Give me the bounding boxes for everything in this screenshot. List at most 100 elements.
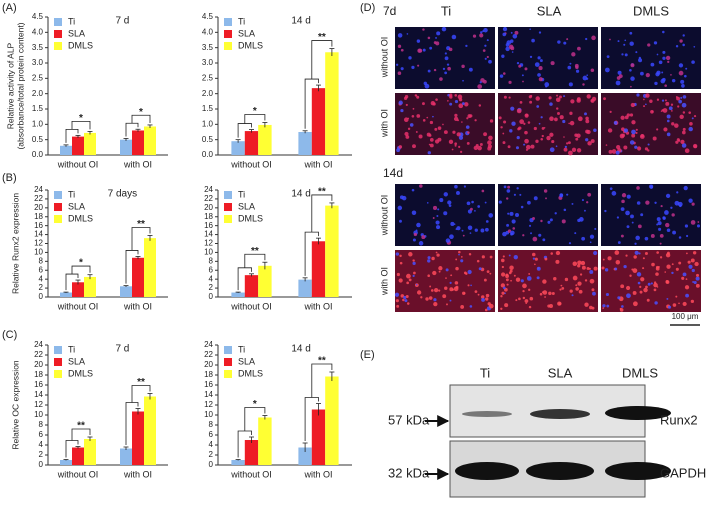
cell-dot: [644, 147, 649, 151]
cell-dot: [537, 56, 541, 60]
cell-dot: [617, 296, 621, 300]
cell-dot: [626, 293, 631, 299]
y-tick-label: 10: [204, 410, 213, 419]
cell-dot: [686, 234, 689, 238]
cell-dot: [620, 284, 625, 289]
cell-dot: [642, 257, 645, 260]
cell-dot: [460, 259, 464, 263]
cell-dot: [540, 138, 544, 141]
cell-dot: [682, 43, 685, 47]
row-label: with OI: [379, 267, 389, 296]
cell-dot: [426, 202, 429, 204]
cell-dot: [556, 94, 559, 97]
cell-dot: [569, 289, 573, 293]
cell-dot: [695, 283, 700, 288]
cell-dot: [623, 264, 627, 269]
cell-dot: [474, 290, 478, 293]
y-tick-label: 6: [209, 265, 214, 274]
legend-label: DMLS: [238, 40, 263, 50]
bar: [298, 132, 312, 155]
cell-dot: [508, 80, 512, 84]
cell-dot: [504, 303, 509, 308]
cell-dot: [571, 52, 576, 57]
cell-dot: [649, 99, 653, 103]
cell-dot: [692, 143, 698, 149]
y-tick-label: 8: [209, 256, 214, 265]
cell-dot: [692, 280, 695, 283]
cell-dot: [615, 80, 621, 86]
cell-dot: [538, 66, 543, 71]
legend-label: SLA: [238, 28, 255, 38]
cell-dot: [425, 297, 429, 301]
cell-dot: [590, 98, 595, 103]
y-tick-label: 22: [204, 350, 213, 359]
cell-dot: [412, 107, 415, 110]
cell-dot: [448, 47, 453, 52]
cell-dot: [438, 266, 443, 271]
cell-dot: [621, 199, 625, 204]
cell-dot: [554, 212, 557, 215]
cell-dot: [535, 139, 539, 143]
cell-dot: [412, 238, 416, 242]
cell-dot: [520, 279, 524, 283]
cell-dot: [637, 146, 642, 151]
cell-dot: [501, 265, 505, 269]
y-tick-label: 18: [204, 212, 213, 221]
cell-dot: [544, 296, 546, 298]
cell-dot: [488, 213, 494, 218]
x-tick-label: with OI: [123, 301, 152, 311]
cell-dot: [696, 224, 701, 228]
y-tick-label: 12: [204, 239, 213, 248]
bar: [84, 132, 96, 155]
cell-dot: [452, 130, 456, 134]
cell-dot: [555, 97, 561, 103]
cell-dot: [679, 39, 683, 43]
cell-dot: [574, 232, 577, 235]
cell-dot: [549, 132, 554, 137]
legend-label: SLA: [68, 28, 85, 38]
cell-dot: [404, 131, 409, 137]
cell-dot: [500, 272, 506, 277]
cell-dot: [448, 204, 452, 208]
cell-dot: [525, 144, 531, 150]
cell-dot: [513, 193, 516, 196]
cell-dot: [559, 193, 564, 197]
cell-dot: [553, 276, 557, 281]
x-tick-label: with OI: [123, 159, 152, 169]
y-tick-label: 2.5: [32, 73, 44, 82]
cell-dot: [662, 216, 666, 220]
cell-dot: [592, 291, 596, 296]
cell-dot: [587, 141, 592, 146]
y-tick-label: 16: [204, 380, 213, 389]
cell-dot: [481, 295, 485, 299]
cell-dot: [647, 282, 651, 286]
panel-label: (C): [2, 329, 17, 341]
bar: [120, 286, 132, 297]
legend-swatch: [224, 191, 232, 199]
cell-dot: [415, 283, 418, 286]
cell-dot: [586, 129, 591, 135]
cell-dot: [460, 150, 463, 153]
y-tick-label: 4: [39, 274, 44, 283]
y-tick-label: 10: [204, 248, 213, 257]
legend-label: DMLS: [238, 368, 263, 378]
cell-dot: [476, 259, 480, 263]
cell-dot: [621, 133, 626, 138]
cell-dot: [620, 115, 625, 120]
cell-dot: [474, 228, 478, 232]
cell-dot: [510, 232, 513, 236]
cell-dot: [586, 74, 589, 77]
cell-dot: [473, 145, 478, 151]
legend-label: Ti: [238, 344, 245, 354]
cell-dot: [615, 260, 621, 265]
cell-dot: [532, 217, 535, 220]
cell-dot: [435, 251, 438, 254]
cell-dot: [662, 50, 666, 54]
cell-dot: [458, 103, 464, 109]
y-tick-label: 24: [204, 185, 213, 194]
cell-dot: [659, 242, 662, 245]
column-label: Ti: [441, 3, 451, 18]
cell-dot: [607, 128, 613, 133]
cell-dot: [445, 277, 447, 279]
cell-dot: [444, 56, 449, 61]
